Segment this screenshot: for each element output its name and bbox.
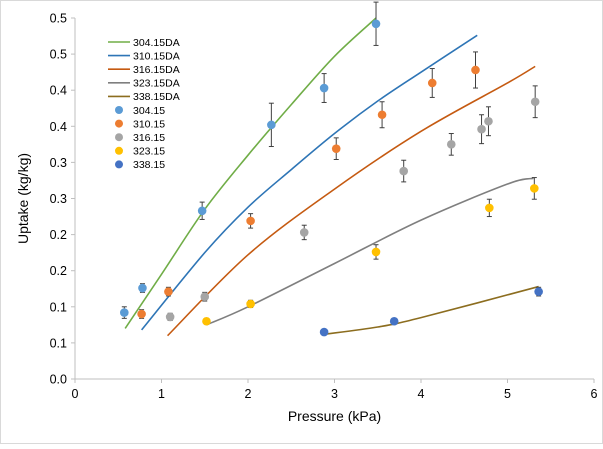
data-point-316-15 (446, 140, 456, 149)
legend-label: 316.15DA (133, 64, 180, 76)
fit-line-338-15DA (324, 285, 539, 336)
y-axis-title: Uptake (kg/kg) (15, 153, 31, 244)
legend-label: 304.15DA (133, 37, 180, 49)
legend-label: 304.15 (133, 105, 165, 117)
data-point-310-15 (471, 65, 480, 75)
data-point-304-15 (371, 19, 381, 29)
fit-line-304-15DA (124, 17, 377, 329)
legend-label: 338.15DA (133, 91, 180, 103)
legend-swatch-marker (115, 119, 123, 128)
data-point-304-15 (319, 83, 329, 93)
y-tick-label: 0.3 (50, 156, 67, 170)
legend-swatch-marker (115, 106, 123, 114)
axes: 0 1 2 3 4 5 6 0.0 0.1 0.1 0.2 0.2 0.3 0.3 0.4 0.4 0.5 0.5 (50, 12, 598, 402)
x-tick-label: 1 (158, 387, 165, 401)
data-point-316-15 (200, 292, 210, 301)
data-point-310-15 (377, 110, 387, 120)
y-tick-label: 0.4 (50, 84, 67, 98)
data-point-304-15 (267, 120, 276, 130)
legend-label: 338.15 (133, 159, 165, 171)
data-point-316-15 (484, 116, 493, 126)
x-tick-label: 2 (245, 387, 252, 401)
x-tick-label: 3 (331, 387, 338, 401)
legend-label: 310.15DA (133, 50, 180, 62)
data-point-304-15 (120, 308, 129, 317)
data-point-310-15 (331, 144, 341, 153)
data-point-316-15 (530, 97, 540, 107)
data-point-310-15 (427, 78, 437, 88)
data-point-338-15 (319, 327, 329, 337)
data-point-316-15 (165, 312, 175, 322)
data-point-323-15 (371, 247, 381, 257)
legend-label: 316.15 (133, 132, 165, 144)
data-point-338-15 (389, 316, 399, 326)
data-point-323-15 (246, 299, 255, 309)
legend-label: 323.15 (133, 146, 165, 158)
x-tick-label: 6 (591, 387, 598, 401)
data-point-323-15 (530, 184, 539, 193)
data-point-338-15 (534, 287, 543, 296)
x-axis-title: Pressure (kPa) (288, 408, 381, 424)
data-point-310-15 (137, 309, 146, 319)
data-point-304-15 (138, 283, 147, 293)
data-point-316-15 (477, 124, 486, 134)
y-tick-label: 0.1 (50, 336, 67, 350)
y-tick-label: 0.5 (50, 48, 67, 62)
data-point-310-15 (246, 216, 255, 226)
legend-swatch-marker (115, 146, 123, 155)
legend-swatch-marker (115, 133, 123, 142)
y-tick-label: 0.1 (50, 300, 67, 314)
legend-swatch-marker (115, 160, 123, 169)
fit-lines (124, 17, 539, 337)
fit-line-310-15DA (140, 34, 478, 331)
data-point-316-15 (299, 228, 309, 237)
legend-label: 323.15DA (133, 78, 180, 90)
x-tick-label: 4 (418, 387, 425, 401)
x-tick-label: 5 (504, 387, 511, 401)
data-point-323-15 (485, 203, 494, 213)
data-point-316-15 (399, 166, 409, 176)
y-tick-label: 0.0 (50, 373, 67, 387)
y-tick-label: 0.2 (50, 228, 67, 242)
data-point-323-15 (202, 316, 211, 326)
data-points (120, 1, 543, 337)
y-tick-label: 0.5 (50, 12, 67, 26)
data-point-310-15 (164, 287, 173, 296)
data-point-304-15 (197, 206, 207, 216)
fit-line-316-15DA (166, 65, 536, 337)
y-tick-label: 0.2 (50, 264, 67, 278)
x-tick-label: 0 (72, 387, 79, 401)
y-tick-label: 0.4 (50, 120, 67, 134)
legend-label: 310.15 (133, 118, 165, 130)
y-tick-label: 0.3 (50, 192, 67, 206)
